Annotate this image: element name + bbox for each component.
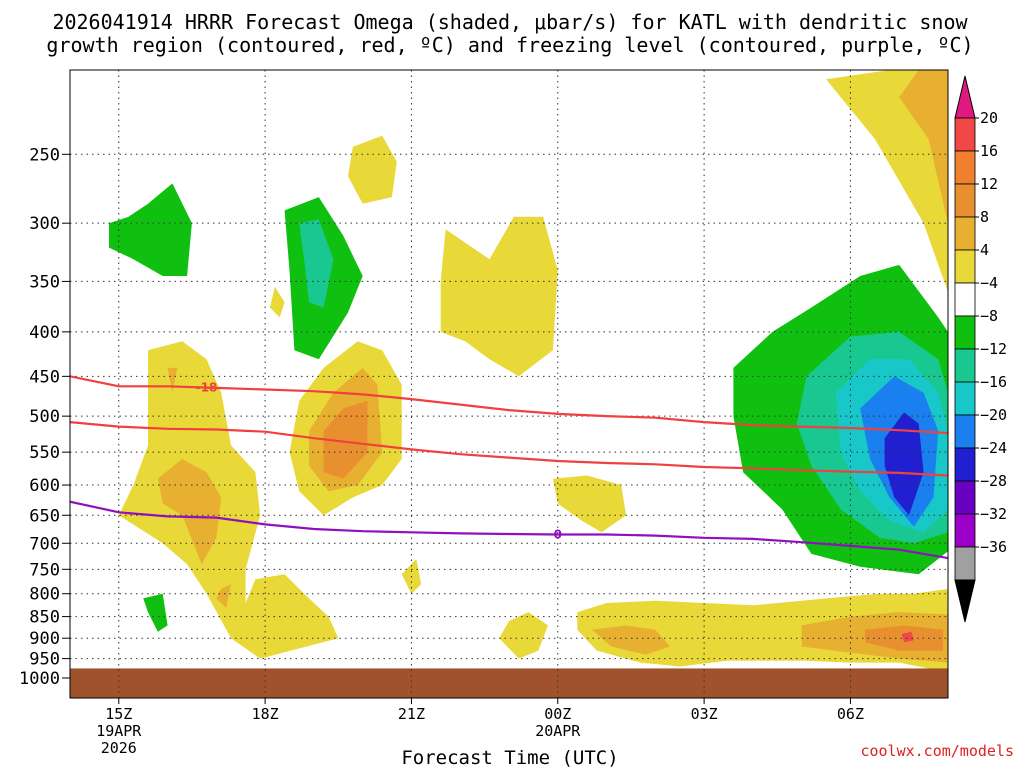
x-tick-label-15Z: 15Z (105, 705, 132, 723)
colorbar-label-0: 20 (980, 109, 998, 127)
omega-region-0 (826, 70, 948, 292)
y-tick-label-850: 850 (29, 608, 60, 628)
y-tick-label-700: 700 (29, 534, 60, 554)
x-tick-label-03Z: 03Z (691, 705, 718, 723)
chart-title-line-2: growth region (contoured, red, ºC) and f… (46, 33, 973, 57)
omega-region-19 (901, 631, 914, 643)
colorbar-label-4: 4 (980, 241, 989, 259)
y-tick-label-400: 400 (29, 323, 60, 343)
dgz-contour-1 (70, 421, 948, 477)
y-tick-label-800: 800 (29, 585, 60, 605)
y-tick-label-600: 600 (29, 476, 60, 496)
omega-region-1 (899, 70, 948, 224)
omega-region-2 (440, 216, 558, 377)
colorbar-label-6: −8 (980, 307, 998, 325)
omega-region-11 (323, 400, 368, 479)
colorbar-label-7: −12 (980, 340, 1007, 358)
colorbar-label-5: −4 (980, 274, 998, 292)
colorbar: 20 16 12 8 4 −4 −8 −12 −16 −20 −24 −28 −32 −36 (954, 75, 1007, 623)
colorbar-label-8: −16 (980, 373, 1007, 391)
colorbar-band-12 (954, 513, 976, 548)
x-tick-label-00Z: 00Z (544, 705, 571, 723)
omega-shading (109, 70, 948, 673)
y-tick-label-500: 500 (29, 407, 60, 427)
omega-region-13 (552, 475, 627, 533)
colorbar-band-11 (954, 480, 976, 515)
omega-region-6 (157, 459, 222, 565)
colorbar-band-0 (954, 117, 976, 152)
colorbar-label-3: 8 (980, 208, 989, 226)
omega-region-28 (143, 593, 168, 632)
omega-region-24 (884, 412, 924, 516)
grid-lines (70, 70, 948, 698)
y-tick-label-650: 650 (29, 506, 60, 526)
freezing-level-contour-label: 0 (554, 528, 562, 542)
omega-region-8 (167, 367, 178, 393)
colorbar-top-triangle (954, 75, 976, 119)
colorbar-band-2 (954, 183, 976, 218)
colorbar-band-9 (954, 414, 976, 449)
colorbar-band-3 (954, 216, 976, 251)
x-axis-label: Forecast Time (UTC) (401, 747, 618, 768)
dgz-contour-0 (70, 375, 948, 435)
ground-fill (70, 668, 948, 698)
y-tick-label-450: 450 (29, 367, 60, 387)
omega-region-25 (109, 183, 192, 276)
colorbar-band-8 (954, 381, 976, 416)
y-tick-label-300: 300 (29, 214, 60, 234)
colorbar-band-7 (954, 348, 976, 383)
y-tick-label-350: 350 (29, 272, 60, 292)
omega-region-3 (348, 135, 397, 204)
colorbar-label-13: −36 (980, 538, 1007, 556)
x-tick-sublabel-15Z: 19APR (96, 722, 142, 740)
omega-region-16 (591, 625, 670, 655)
dgz-contour-0-label: -18 (196, 381, 218, 395)
x-tick-sublabel-00Z: 20APR (535, 722, 581, 740)
colorbar-label-10: −24 (980, 439, 1007, 457)
y-tick-label-550: 550 (29, 443, 60, 463)
omega-region-4 (270, 286, 285, 318)
x-tick-label-06Z: 06Z (837, 705, 864, 723)
colorbar-band-4 (954, 249, 976, 284)
y-tick-label-750: 750 (29, 560, 60, 580)
ground-layer (70, 668, 948, 698)
chart-title-line-1: 2026041914 HRRR Forecast Omega (shaded, … (52, 10, 968, 34)
y-axis-ticks: 2503003504004505005506006507007508008509… (19, 145, 70, 689)
colorbar-band-10 (954, 447, 976, 482)
y-tick-label-900: 900 (29, 629, 60, 649)
x-tick-label-18Z: 18Z (252, 705, 279, 723)
colorbar-label-12: −32 (980, 505, 1007, 523)
omega-region-7 (216, 584, 231, 608)
colorbar-label-2: 12 (980, 175, 998, 193)
y-tick-label-1000: 1000 (19, 669, 60, 689)
plot-frame (69, 69, 949, 699)
colorbar-band-1 (954, 150, 976, 185)
contour-lines: -18 0 (70, 375, 948, 560)
omega-region-27 (299, 219, 334, 308)
colorbar-label-9: −20 (980, 406, 1007, 424)
x-tick-label-21Z: 21Z (398, 705, 425, 723)
y-tick-label-950: 950 (29, 650, 60, 670)
omega-region-5 (118, 341, 339, 659)
colorbar-bottom-triangle (954, 579, 976, 623)
freezing-level-contour (70, 500, 948, 560)
x-tick-year-15Z: 2026 (101, 739, 137, 757)
colorbar-band-13 (954, 546, 976, 581)
colorbar-label-1: 16 (980, 142, 998, 160)
colorbar-label-11: −28 (980, 472, 1007, 490)
colorbar-band-6 (954, 315, 976, 350)
y-tick-label-250: 250 (29, 145, 60, 165)
credit-text: coolwx.com/models (860, 742, 1014, 760)
omega-region-14 (499, 612, 548, 659)
colorbar-band-5 (954, 282, 976, 317)
